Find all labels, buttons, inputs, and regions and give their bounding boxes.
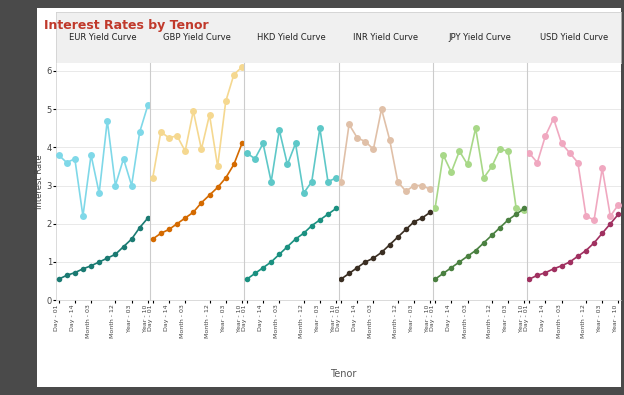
Text: GBP Yield Curve: GBP Yield Curve — [163, 33, 232, 42]
Text: USD Yield Curve: USD Yield Curve — [540, 33, 608, 42]
Y-axis label: Interest Rate: Interest Rate — [35, 154, 44, 209]
Text: EUR Yield Curve: EUR Yield Curve — [69, 33, 137, 42]
Text: Interest Rates by Tenor: Interest Rates by Tenor — [44, 19, 208, 32]
Text: INR Yield Curve: INR Yield Curve — [353, 33, 418, 42]
Text: Tenor: Tenor — [330, 369, 356, 379]
Text: HKD Yield Curve: HKD Yield Curve — [257, 33, 326, 42]
Text: JPY Yield Curve: JPY Yield Curve — [448, 33, 511, 42]
